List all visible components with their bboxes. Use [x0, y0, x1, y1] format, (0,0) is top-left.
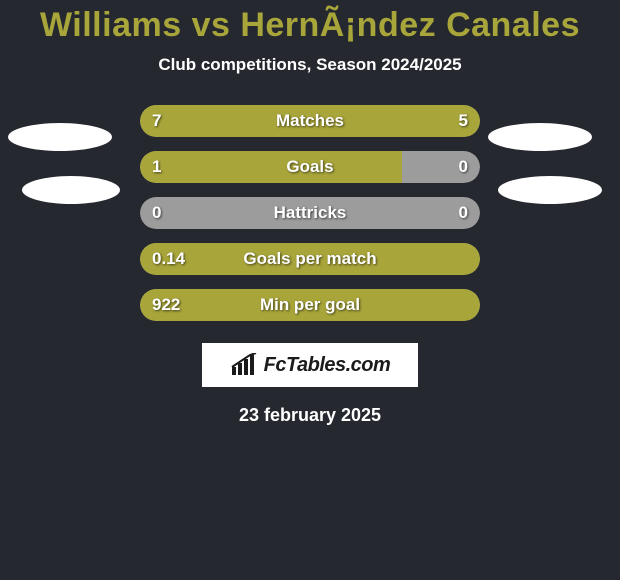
stats-container: Matches75Goals10Hattricks00Goals per mat…	[140, 105, 480, 321]
stat-row-matches: Matches7 5	[140, 105, 480, 137]
date-text: 23 february 2025	[0, 405, 620, 426]
stat-value-right: 0	[459, 197, 468, 229]
stat-label: Goals	[140, 151, 480, 183]
stat-value-left: 922	[152, 289, 180, 321]
subtitle: Club competitions, Season 2024/2025	[0, 55, 620, 75]
stat-value-left: 0	[152, 197, 161, 229]
page-title: Williams vs HernÃ¡ndez Canales	[0, 0, 620, 45]
decorative-ellipse-0	[8, 123, 112, 151]
stat-label: Hattricks	[140, 197, 480, 229]
stat-label: Matches	[140, 105, 480, 137]
decorative-ellipse-2	[488, 123, 592, 151]
stat-value-left: 7	[152, 105, 161, 137]
stat-value-left: 0.14	[152, 243, 185, 275]
logo-box: FcTables.com	[202, 343, 418, 387]
stat-value-left: 1	[152, 151, 161, 183]
stat-label: Min per goal	[140, 289, 480, 321]
stat-row-goals-per-match: Goals per match0.14	[140, 243, 480, 275]
stat-label: Goals per match	[140, 243, 480, 275]
stat-row-min-per-goal: Min per goal922	[140, 289, 480, 321]
stat-row-goals: Goals1 0	[140, 151, 480, 183]
decorative-ellipse-3	[498, 176, 602, 204]
decorative-ellipse-1	[22, 176, 120, 204]
stat-value-right: 5	[459, 105, 468, 137]
bar-chart-icon	[230, 353, 258, 377]
stat-row-hattricks: Hattricks0 0	[140, 197, 480, 229]
stat-value-right: 0	[459, 151, 468, 183]
logo-text: FcTables.com	[264, 354, 391, 377]
